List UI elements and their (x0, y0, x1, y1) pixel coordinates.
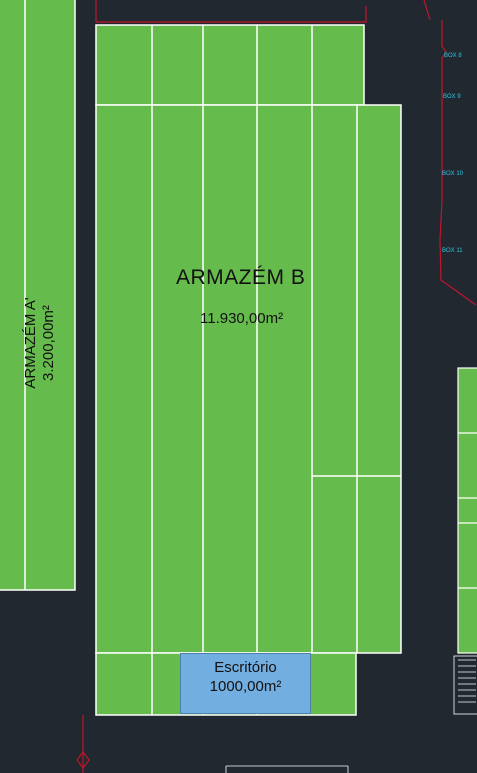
stair-detail (453, 655, 477, 715)
warehouse-a-area: 3.200,00m² (40, 305, 57, 381)
warehouse-a (0, 0, 76, 591)
office-name: Escritório (214, 659, 277, 676)
adjacent-building (457, 367, 477, 654)
warehouse-b-name: ARMAZÉM B (176, 266, 306, 289)
office-block: Escritório 1000,00m² (180, 653, 311, 714)
box-label-8: BOX 8 (444, 53, 462, 59)
box-label-9: BOX 9 (443, 94, 461, 100)
boundary-line (95, 0, 477, 306)
warehouse-b (95, 24, 402, 716)
warehouse-b-area: 11.930,00m² (200, 310, 284, 327)
office-area: 1000,00m² (209, 678, 282, 695)
box-label-10: BOX 10 (442, 171, 464, 177)
warehouse-a-label: ARMAZÉM A' 3.200,00m² (22, 297, 58, 388)
access-marker (76, 715, 90, 773)
gate-detail (225, 765, 349, 773)
warehouse-a-name: ARMAZÉM A' (22, 297, 39, 389)
box-label-11: BOX 11 (442, 248, 463, 254)
